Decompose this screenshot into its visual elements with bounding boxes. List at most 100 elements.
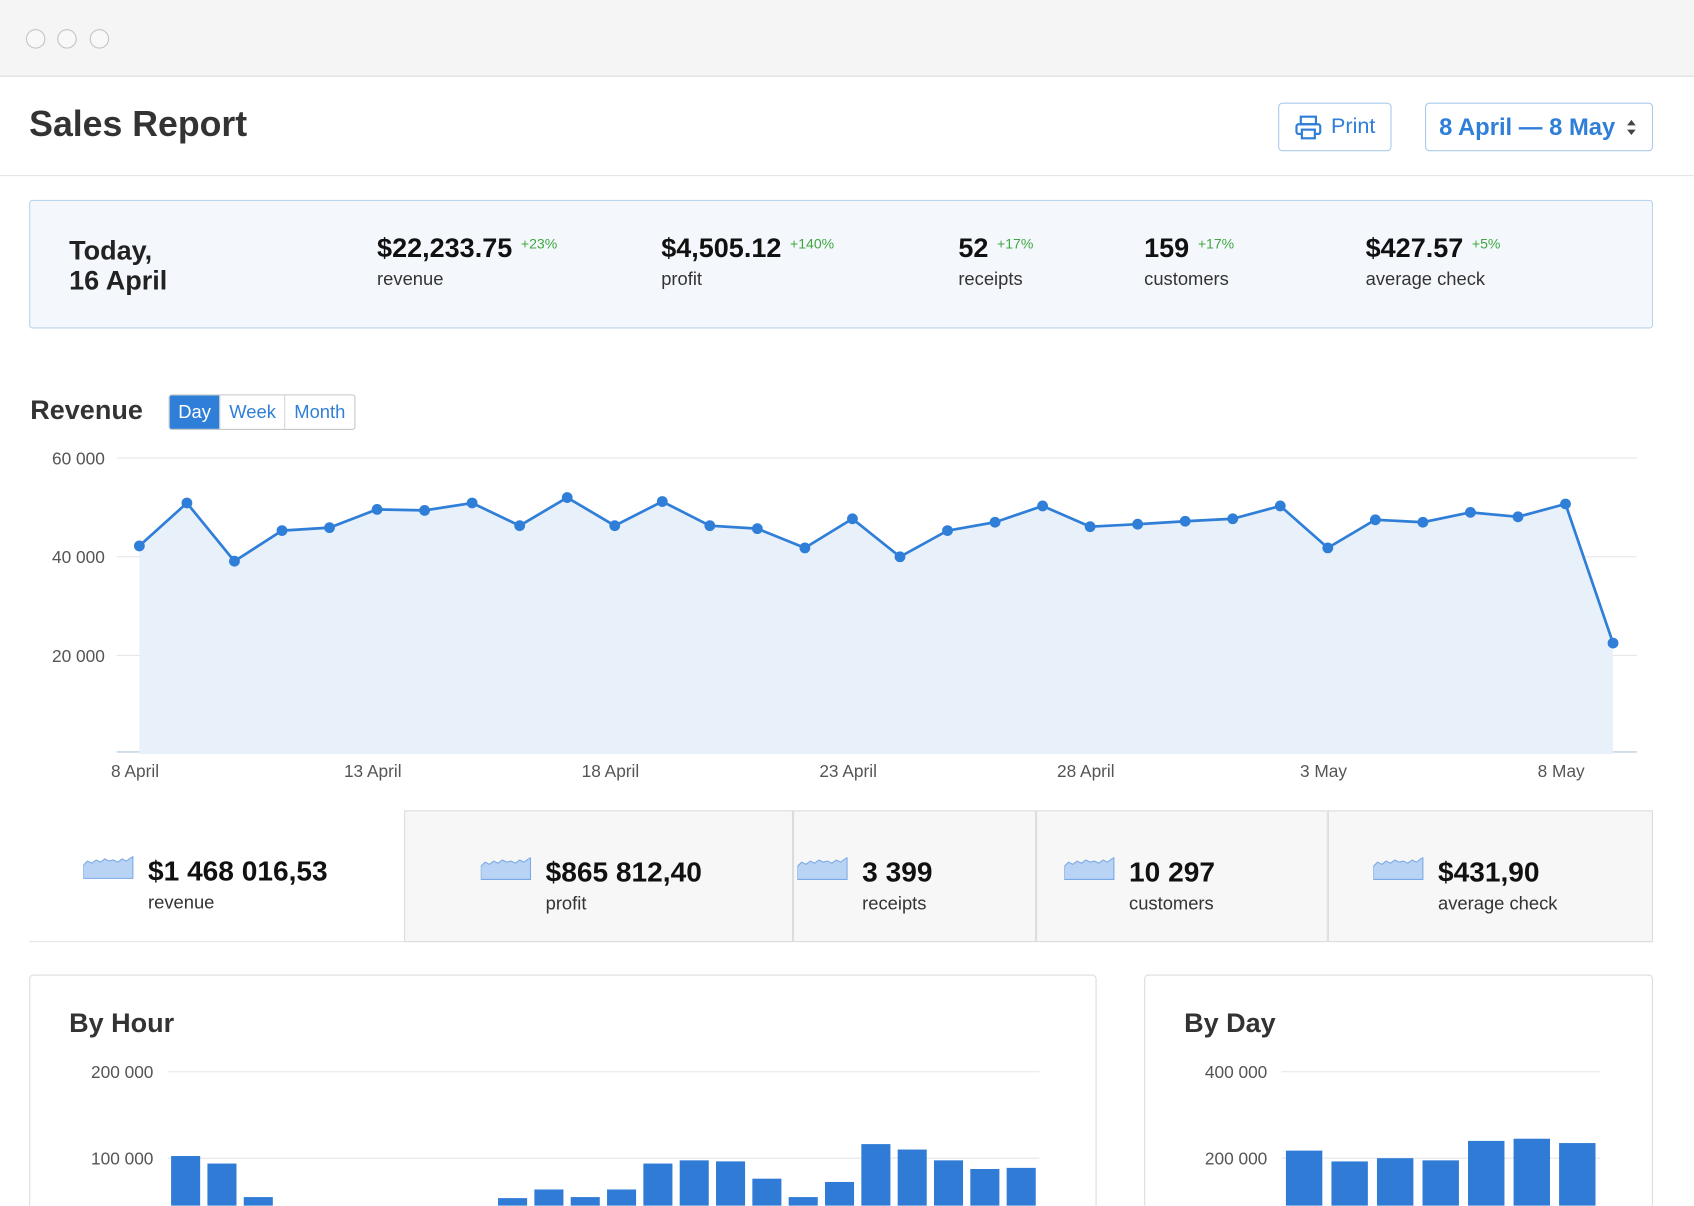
window-button[interactable] xyxy=(89,29,110,49)
total-label: profit xyxy=(545,893,587,915)
point xyxy=(181,497,193,509)
period-tab[interactable]: Week xyxy=(219,395,285,429)
line xyxy=(138,495,1615,644)
point xyxy=(1512,511,1524,523)
sparkline xyxy=(1373,856,1424,880)
date-range-select[interactable]: 8 April — 8 May xyxy=(1425,102,1654,152)
stat-label: average check xyxy=(1365,269,1486,290)
point xyxy=(419,504,430,516)
sparkline xyxy=(480,856,532,880)
sparkline-icon xyxy=(797,856,848,880)
point xyxy=(1179,515,1191,527)
stat-number: $22,233.75 xyxy=(377,233,513,264)
point xyxy=(1417,516,1429,528)
point xyxy=(276,525,288,537)
point xyxy=(942,525,953,537)
total-cell[interactable]: $865 812,40 profit xyxy=(404,810,794,943)
bar xyxy=(716,1161,746,1206)
print-button[interactable]: Print xyxy=(1278,102,1392,152)
bar xyxy=(498,1198,528,1206)
bar xyxy=(1285,1150,1323,1206)
total-cell[interactable]: $1 468 016,53 revenue xyxy=(29,810,405,943)
total-cell[interactable]: $431,90 average check xyxy=(1327,810,1654,943)
bar xyxy=(933,1160,964,1206)
window-chrome xyxy=(0,0,1694,77)
bar xyxy=(171,1156,201,1206)
stat-value: $427.57 +5% xyxy=(1366,233,1501,264)
stat-change: +17% xyxy=(1197,235,1235,252)
by-day-title: By Day xyxy=(1184,1008,1276,1039)
revenue-title: Revenue xyxy=(30,395,143,426)
point xyxy=(466,497,478,509)
print-icon xyxy=(1295,115,1322,139)
point xyxy=(799,542,811,554)
sparkline xyxy=(797,856,848,880)
x-tick-label: 8 April xyxy=(111,761,159,781)
print-label: Print xyxy=(1330,114,1376,139)
point xyxy=(751,523,763,535)
bar xyxy=(1559,1143,1596,1206)
stat-change: +5% xyxy=(1471,235,1501,252)
x-tick-label: 23 April xyxy=(819,761,877,781)
date-range-label: 8 April — 8 May xyxy=(1439,112,1616,140)
total-value: 3 399 xyxy=(862,855,933,889)
stat-label: revenue xyxy=(377,269,444,290)
point xyxy=(1037,500,1048,512)
total-label: average check xyxy=(1438,893,1558,915)
x-tick-label: 18 April xyxy=(582,761,640,781)
stat-label: customers xyxy=(1144,269,1229,290)
window-button[interactable] xyxy=(25,29,46,49)
total-label: customers xyxy=(1129,893,1214,915)
bar xyxy=(1331,1161,1368,1206)
period-tab[interactable]: Month xyxy=(284,395,354,429)
point xyxy=(1274,500,1286,512)
stat-number: $4,505.12 xyxy=(661,233,782,264)
stat-number: 159 xyxy=(1144,233,1190,264)
bar xyxy=(1006,1167,1036,1206)
stat-number: $427.57 xyxy=(1365,233,1464,264)
bar xyxy=(752,1178,782,1206)
point xyxy=(324,522,335,534)
point xyxy=(1369,514,1381,526)
bar xyxy=(825,1181,855,1206)
point xyxy=(704,520,716,532)
sparkline xyxy=(83,855,134,879)
bar xyxy=(607,1189,637,1206)
point xyxy=(371,503,383,515)
period-tab[interactable]: Day xyxy=(169,395,220,429)
window-button[interactable] xyxy=(57,29,77,49)
bar xyxy=(897,1149,927,1206)
total-cell[interactable]: 10 297 customers xyxy=(1036,810,1328,943)
total-cell[interactable]: 3 399 receipts xyxy=(793,810,1037,943)
point xyxy=(1560,498,1571,510)
bar xyxy=(970,1168,1000,1206)
sparkline-icon xyxy=(83,855,134,879)
point xyxy=(989,516,1001,528)
point xyxy=(229,555,240,567)
point xyxy=(1227,513,1239,525)
x-tick-label: 28 April xyxy=(1057,761,1115,781)
total-label: revenue xyxy=(148,892,215,913)
header-divider xyxy=(0,175,1694,177)
point xyxy=(1607,637,1619,649)
stat: 159 +17% customers xyxy=(1144,233,1234,290)
bar xyxy=(788,1197,818,1206)
y-tick-label: 200 000 xyxy=(91,1062,153,1082)
period-tabs: Day Week Month xyxy=(168,394,356,430)
stat-value: $22,233.75 +23% xyxy=(377,233,557,264)
by-hour-title: By Hour xyxy=(69,1008,175,1039)
stat: 52 +17% receipts xyxy=(958,233,1033,290)
select-arrows xyxy=(1627,119,1636,135)
stat-label: profit xyxy=(661,269,703,290)
total-label: receipts xyxy=(862,893,927,915)
today-label: Today, xyxy=(69,235,153,266)
point xyxy=(1322,542,1334,554)
stat-number: 52 xyxy=(958,233,989,264)
point xyxy=(656,496,668,507)
total-value: 10 297 xyxy=(1129,855,1215,889)
sparkline xyxy=(1064,856,1115,880)
bar xyxy=(243,1197,273,1206)
